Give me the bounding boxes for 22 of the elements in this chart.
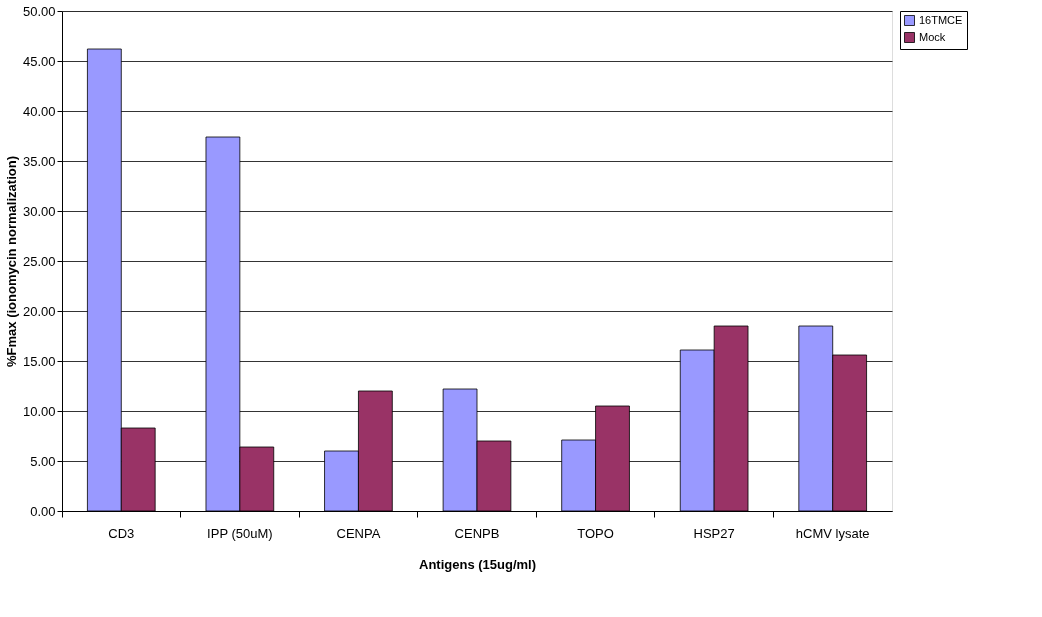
x-tick-label: HSP27 [693,525,735,541]
y-tick-label: 40.00 [22,103,56,119]
x-tick-label: IPP (50uM) [207,525,273,541]
y-tick-label: 20.00 [22,303,56,319]
y-tick-label: 50.00 [22,3,56,19]
y-tick-label: 15.00 [22,353,56,369]
x-tick-label: CENPA [336,525,381,541]
x-tick-label: CD3 [108,525,135,541]
x-tick-label: hCMV lysate [795,525,870,541]
y-tick-label: 0.00 [30,503,56,519]
legend-label: Mock [919,30,946,43]
y-tick-label: 30.00 [22,203,56,219]
y-tick-label: 45.00 [22,53,56,69]
x-tick-label: CENPB [454,525,500,541]
y-tick-label: 5.00 [30,453,56,469]
y-tick-label: 10.00 [22,403,56,419]
y-tick-label: 35.00 [22,153,56,169]
y-tick-label: 25.00 [22,253,56,269]
x-axis-title: Antigens (15ug/ml) [418,556,537,572]
y-axis-title: %Fmax (ionomycin normalization) [3,156,19,367]
legend-label: 16TMCE [919,13,963,26]
x-tick-label: TOPO [577,525,614,541]
